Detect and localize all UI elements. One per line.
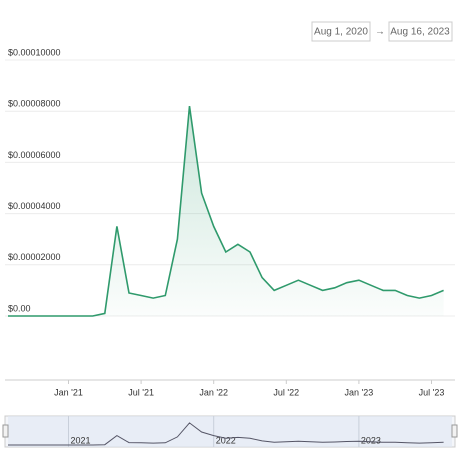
date-to[interactable]: Aug 16, 2023 (390, 27, 450, 38)
area (8, 106, 444, 316)
navigator-label: 2022 (216, 435, 236, 445)
navigator-handle[interactable] (2, 424, 9, 438)
y-tick-label: $0.00002000 (8, 252, 61, 262)
x-tick-label: Jan '22 (199, 387, 228, 397)
price-line (8, 105, 444, 317)
navigator-handle[interactable] (451, 424, 458, 438)
navigator-label: 2021 (71, 435, 91, 445)
x-tick-label: Jul '21 (128, 387, 154, 397)
date-separator: → (375, 27, 385, 38)
navigator-line (8, 422, 444, 446)
y-tick-label: $0.00004000 (8, 201, 61, 211)
y-tick-label: $0.00010000 (8, 47, 61, 57)
x-tick-label: Jul '22 (273, 387, 299, 397)
y-tick-label: $0.00 (8, 303, 31, 313)
date-from[interactable]: Aug 1, 2020 (314, 27, 368, 38)
date-from-box[interactable] (311, 21, 371, 42)
x-tick-label: Jul '23 (419, 387, 445, 397)
y-tick-label: $0.00008000 (8, 99, 61, 109)
y-tick-label: $0.00006000 (8, 150, 61, 160)
navigator-label: 2023 (361, 435, 381, 445)
x-tick-label: Jan '21 (54, 387, 83, 397)
x-tick-label: Jan '23 (345, 387, 374, 397)
date-to-box[interactable] (388, 21, 453, 42)
